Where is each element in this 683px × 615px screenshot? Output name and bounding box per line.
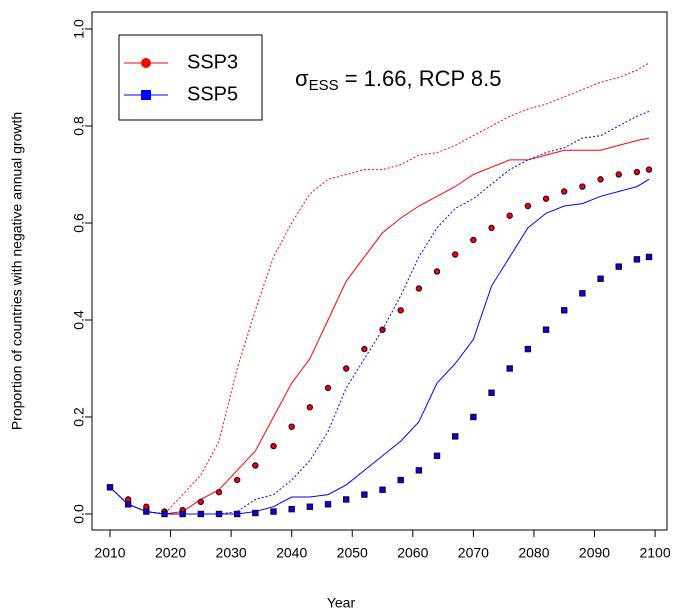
- median-point: [633, 256, 641, 263]
- x-tick-label: 2040: [276, 545, 307, 561]
- median-point: [542, 195, 550, 202]
- median-point: [397, 476, 404, 484]
- median-point: [324, 384, 332, 392]
- series-lower-line: [109, 178, 650, 515]
- median-point: [597, 176, 604, 183]
- median-point: [361, 491, 368, 498]
- legend-marker: [141, 90, 151, 100]
- y-tick-label: 1.0: [71, 19, 87, 39]
- legend-box: [118, 34, 263, 121]
- median-point: [324, 501, 332, 508]
- median-point: [215, 510, 223, 518]
- median-point: [342, 365, 350, 372]
- median-point: [197, 498, 205, 506]
- median-point: [306, 404, 314, 411]
- median-point: [143, 508, 150, 515]
- series-upper-line: [109, 110, 650, 515]
- median-point: [233, 476, 241, 484]
- median-point: [106, 484, 114, 491]
- annotation-text: = 1.66, RCP 8.5: [339, 66, 502, 91]
- x-tick-label: 2060: [397, 545, 428, 561]
- median-point: [542, 326, 550, 333]
- median-point: [415, 467, 423, 474]
- median-point: [124, 501, 132, 508]
- x-tick-label: 2050: [337, 545, 368, 561]
- median-point: [306, 503, 314, 510]
- median-point: [288, 423, 295, 430]
- median-point: [645, 166, 653, 173]
- x-tick-label: 2020: [155, 545, 186, 561]
- median-point: [415, 285, 423, 292]
- median-point: [597, 275, 604, 282]
- legend-marker: [141, 58, 151, 68]
- median-point: [342, 496, 350, 503]
- y-tick-label: 0.2: [71, 407, 87, 427]
- y-tick-label: 0.8: [71, 116, 87, 136]
- y-axis-title: Proportion of countries with negative an…: [9, 112, 25, 430]
- annotation-subscript: ESS: [309, 77, 339, 94]
- median-point: [433, 452, 441, 459]
- x-tick-label: 2080: [518, 545, 549, 561]
- median-point: [233, 510, 241, 518]
- y-tick-label: 0.6: [71, 213, 87, 233]
- annotation-symbol: σ: [295, 66, 309, 91]
- median-point: [488, 389, 495, 396]
- median-point: [397, 307, 404, 314]
- median-point: [252, 462, 259, 469]
- median-point: [524, 202, 532, 210]
- median-point: [452, 433, 459, 440]
- median-point: [197, 510, 205, 518]
- median-point: [579, 183, 586, 190]
- median-point: [379, 486, 386, 493]
- median-point: [433, 268, 441, 275]
- legend-label: SSP5: [187, 83, 238, 105]
- median-point: [506, 365, 513, 372]
- median-point: [452, 251, 459, 258]
- y-tick-label: 0.4: [71, 310, 87, 330]
- median-point: [561, 188, 568, 195]
- median-point: [270, 442, 277, 450]
- annotation: σESS = 1.66, RCP 8.5: [295, 66, 501, 94]
- x-tick-label: 2100: [639, 545, 670, 561]
- median-point: [288, 505, 295, 513]
- median-point: [215, 488, 223, 496]
- x-tick-label: 2010: [94, 545, 125, 561]
- legend-label: SSP3: [187, 51, 238, 73]
- median-point: [270, 508, 277, 515]
- x-tick-label: 2030: [216, 545, 247, 561]
- median-point: [615, 263, 622, 270]
- x-axis-title: Year: [327, 595, 356, 611]
- median-point: [561, 307, 568, 314]
- median-point: [470, 236, 477, 244]
- median-point: [161, 510, 168, 518]
- plot-frame: [91, 11, 668, 531]
- median-point: [524, 345, 532, 353]
- x-tick-label: 2090: [579, 545, 610, 561]
- series-upper-line: [109, 62, 650, 515]
- median-point: [615, 171, 622, 178]
- median-point: [179, 510, 186, 518]
- median-point: [470, 413, 477, 421]
- median-point: [252, 509, 259, 517]
- y-tick-label: 0.0: [71, 504, 87, 524]
- median-point: [506, 212, 513, 219]
- x-tick-label: 2070: [458, 545, 489, 561]
- median-point: [633, 168, 641, 176]
- median-point: [361, 345, 368, 353]
- median-point: [579, 290, 586, 297]
- median-point: [645, 253, 653, 261]
- median-point: [488, 224, 495, 232]
